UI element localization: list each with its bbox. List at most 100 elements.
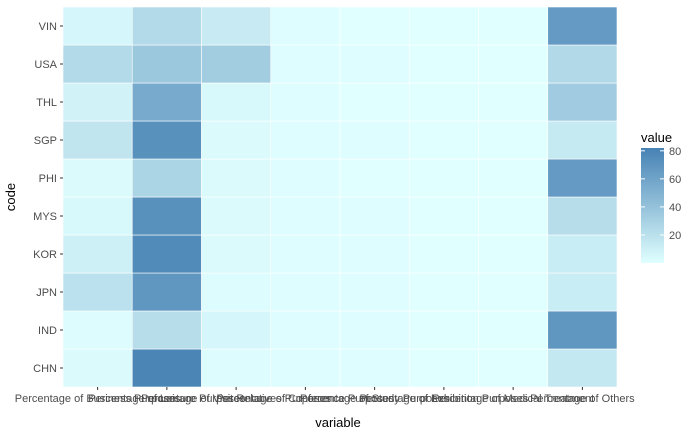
- y-tick-label: JPN: [36, 287, 57, 299]
- y-tick-label: USA: [34, 59, 57, 71]
- heatmap-tile-usa-5: [339, 44, 410, 84]
- heatmap-tile-vin-6: [408, 6, 479, 46]
- heatmap-tile-chn-5: [339, 348, 410, 388]
- heatmap-tile-jpn-7: [478, 272, 549, 312]
- heatmap-tile-sgp-5: [339, 120, 410, 160]
- y-tick-label: KOR: [33, 249, 57, 261]
- heatmap-tile-jpn-4: [270, 272, 341, 312]
- heatmap-tile-thl-8: [547, 82, 618, 122]
- heatmap-tile-ind-1: [62, 310, 133, 350]
- heatmap-tile-mys-2: [131, 196, 202, 236]
- heatmap-tile-thl-2: [131, 82, 202, 122]
- heatmap-tile-chn-1: [62, 348, 133, 388]
- heatmap-tile-ind-4: [270, 310, 341, 350]
- heatmap-tile-usa-2: [131, 44, 202, 84]
- heatmap-tile-thl-5: [339, 82, 410, 122]
- heatmap-tile-mys-7: [478, 196, 549, 236]
- y-tick-label: MYS: [33, 211, 57, 223]
- heatmap-tile-ind-5: [339, 310, 410, 350]
- y-tick-label: VIN: [39, 21, 57, 33]
- heatmap-tile-jpn-5: [339, 272, 410, 312]
- x-axis-label: variable: [315, 415, 361, 430]
- heatmap-tile-ind-7: [478, 310, 549, 350]
- axes: CHN IND JPN KOR MYS PHI SGP THL USA VIN Percentage…: [15, 21, 635, 405]
- heatmap-tile-sgp-7: [478, 120, 549, 160]
- heatmap-tile-kor-2: [131, 234, 202, 274]
- x-tick-label: Percentage of Leisure Purposes: [88, 393, 246, 405]
- x-tick-label: Percentage of Medical Treatment: [432, 393, 594, 405]
- heatmap-tile-sgp-1: [62, 120, 133, 160]
- heatmap-tile-phi-2: [131, 158, 202, 198]
- heatmap-tile-mys-5: [339, 196, 410, 236]
- heatmap-tile-kor-7: [478, 234, 549, 274]
- heatmap-tile-thl-1: [62, 82, 133, 122]
- y-axis-label: code: [3, 183, 18, 211]
- heatmap-tile-chn-4: [270, 348, 341, 388]
- heatmap-tile-vin-2: [131, 6, 202, 46]
- legend-tick-label: 40: [669, 202, 681, 214]
- heatmap-tile-vin-8: [547, 6, 618, 46]
- heatmap-tile-sgp-4: [270, 120, 341, 160]
- heatmap-tile-chn-2: [131, 348, 202, 388]
- heatmap-tile-sgp-3: [201, 120, 272, 160]
- heatmap-tile-mys-1: [62, 196, 133, 236]
- heatmap-tile-kor-4: [270, 234, 341, 274]
- heatmap-tile-vin-7: [478, 6, 549, 46]
- y-tick-label: CHN: [33, 363, 57, 375]
- heatmap-tiles: [62, 6, 618, 388]
- heatmap-tile-jpn-8: [547, 272, 618, 312]
- heatmap-tile-jpn-6: [408, 272, 479, 312]
- heatmap-tile-thl-7: [478, 82, 549, 122]
- heatmap-tile-mys-4: [270, 196, 341, 236]
- legend-tick-label: 60: [669, 174, 681, 186]
- x-tick-label: Percentage of Study Purposes: [300, 393, 450, 405]
- x-tick-label: Percentage of Visit Relatives Purposes: [141, 393, 331, 405]
- heatmap-tile-vin-3: [201, 6, 272, 46]
- heatmap-tile-mys-8: [547, 196, 618, 236]
- heatmap-tile-vin-4: [270, 6, 341, 46]
- heatmap-tile-phi-5: [339, 158, 410, 198]
- y-tick-label: SGP: [34, 135, 57, 147]
- x-tick-label: Percentage of Business Purposes: [15, 393, 181, 405]
- legend-tick-label: 80: [669, 146, 681, 158]
- heatmap-tile-usa-1: [62, 44, 133, 84]
- heatmap-tile-ind-8: [547, 310, 618, 350]
- heatmap-tile-vin-5: [339, 6, 410, 46]
- heatmap-tile-phi-3: [201, 158, 272, 198]
- heatmap-tile-jpn-3: [201, 272, 272, 312]
- heatmap-tile-sgp-2: [131, 120, 202, 160]
- heatmap-tile-chn-8: [547, 348, 618, 388]
- heatmap-tile-phi-1: [62, 158, 133, 198]
- heatmap-tile-usa-8: [547, 44, 618, 84]
- heatmap-tile-kor-8: [547, 234, 618, 274]
- heatmap-tile-thl-4: [270, 82, 341, 122]
- heatmap-tile-thl-6: [408, 82, 479, 122]
- legend-colorbar: [641, 148, 664, 263]
- heatmap-tile-ind-3: [201, 310, 272, 350]
- legend-tick-label: 20: [669, 230, 681, 242]
- heatmap-tile-sgp-6: [408, 120, 479, 160]
- heatmap-tile-mys-3: [201, 196, 272, 236]
- heatmap-tile-chn-7: [478, 348, 549, 388]
- heatmap-tile-kor-6: [408, 234, 479, 274]
- heatmap-tile-vin-1: [62, 6, 133, 46]
- heatmap-tile-usa-3: [201, 44, 272, 84]
- heatmap-tile-phi-7: [478, 158, 549, 198]
- heatmap-tile-usa-7: [478, 44, 549, 84]
- heatmap-tile-jpn-1: [62, 272, 133, 312]
- y-tick-label: IND: [38, 325, 57, 337]
- heatmap-tile-kor-3: [201, 234, 272, 274]
- heatmap-tile-usa-6: [408, 44, 479, 84]
- heatmap-tile-ind-6: [408, 310, 479, 350]
- heatmap-tile-phi-8: [547, 158, 618, 198]
- heatmap-tile-chn-6: [408, 348, 479, 388]
- heatmap-tile-jpn-2: [131, 272, 202, 312]
- heatmap-tile-thl-3: [201, 82, 272, 122]
- x-tick-label: Percentage of Conference Purposes: [216, 393, 394, 405]
- heatmap-tile-kor-5: [339, 234, 410, 274]
- heatmap-tile-ind-2: [131, 310, 202, 350]
- heatmap-tile-mys-6: [408, 196, 479, 236]
- y-tick-label: THL: [36, 97, 57, 109]
- heatmap-tile-phi-6: [408, 158, 479, 198]
